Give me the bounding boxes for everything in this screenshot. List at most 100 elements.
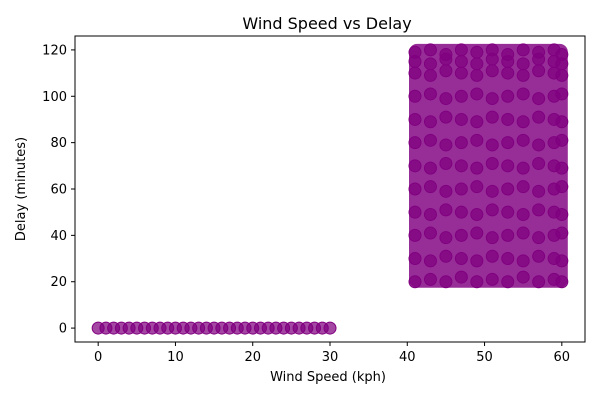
scatter-point bbox=[408, 89, 422, 103]
scatter-point bbox=[516, 208, 530, 221]
scatter-point bbox=[423, 272, 437, 286]
scatter-point bbox=[532, 138, 546, 152]
scatter-point bbox=[501, 112, 515, 126]
scatter-point bbox=[532, 157, 546, 170]
scatter-point bbox=[485, 110, 499, 124]
scatter-point bbox=[516, 226, 530, 240]
scatter-point bbox=[454, 228, 468, 242]
scatter-point bbox=[516, 57, 530, 71]
scatter-point bbox=[516, 87, 530, 101]
scatter-point bbox=[485, 231, 499, 245]
scatter-point bbox=[408, 55, 422, 68]
scatter-point bbox=[439, 157, 453, 170]
scatter-point bbox=[470, 68, 484, 82]
x-axis: 0 10 20 30 40 50 60 bbox=[94, 342, 570, 365]
scatter-point bbox=[532, 52, 546, 66]
scatter-point bbox=[439, 249, 453, 263]
plot-area bbox=[74, 35, 586, 343]
scatter-point bbox=[532, 249, 546, 263]
scatter-point bbox=[470, 208, 484, 221]
scatter-point bbox=[454, 89, 468, 103]
scatter-point bbox=[454, 159, 468, 173]
scatter-point bbox=[454, 43, 468, 57]
scatter-point bbox=[470, 226, 484, 240]
scatter-point bbox=[532, 92, 546, 106]
scatter-point bbox=[555, 115, 569, 129]
scatter-point bbox=[501, 89, 515, 103]
scatter-point bbox=[439, 203, 453, 217]
scatter-point bbox=[485, 138, 499, 152]
scatter-point bbox=[470, 275, 484, 289]
scatter-point bbox=[516, 161, 530, 175]
scatter-point bbox=[470, 133, 484, 147]
scatter-point bbox=[454, 252, 468, 266]
y-tick-label: 0 bbox=[59, 322, 67, 337]
scatter-point bbox=[532, 203, 546, 217]
scatter-point bbox=[501, 182, 515, 196]
scatter-point bbox=[532, 110, 546, 124]
scatter-point bbox=[454, 66, 468, 80]
scatter-point bbox=[501, 66, 515, 80]
y-tick-label: 20 bbox=[50, 275, 67, 290]
scatter-point bbox=[555, 161, 569, 175]
scatter-point bbox=[501, 55, 515, 68]
scatter-points bbox=[91, 43, 569, 335]
scatter-point bbox=[555, 180, 569, 194]
scatter-point bbox=[501, 205, 515, 219]
scatter-point bbox=[408, 159, 422, 173]
y-tick-label: 40 bbox=[50, 229, 67, 244]
scatter-point bbox=[501, 252, 515, 266]
chart-title: Wind Speed vs Delay bbox=[242, 14, 411, 33]
scatter-point bbox=[501, 136, 515, 150]
scatter-point bbox=[408, 112, 422, 126]
scatter-point bbox=[532, 275, 546, 289]
scatter-point bbox=[454, 270, 468, 284]
scatter-point bbox=[454, 112, 468, 126]
scatter-point bbox=[423, 161, 437, 175]
y-tick-label: 60 bbox=[50, 183, 67, 198]
scatter-point bbox=[516, 115, 530, 129]
scatter-point bbox=[439, 92, 453, 106]
y-axis: 0 20 40 60 80 100 120 bbox=[42, 43, 75, 337]
scatter-point bbox=[439, 184, 453, 198]
scatter-point bbox=[423, 133, 437, 147]
scatter-point bbox=[423, 68, 437, 82]
scatter-point bbox=[532, 231, 546, 245]
x-tick-label: 0 bbox=[94, 350, 102, 365]
x-tick-label: 60 bbox=[554, 350, 571, 365]
y-tick-label: 120 bbox=[42, 43, 67, 58]
scatter-point bbox=[501, 275, 515, 289]
scatter-point bbox=[323, 321, 337, 335]
scatter-point bbox=[423, 87, 437, 101]
scatter-point bbox=[408, 228, 422, 242]
scatter-point bbox=[485, 157, 499, 170]
scatter-point bbox=[423, 254, 437, 268]
scatter-point bbox=[470, 161, 484, 175]
scatter-point bbox=[555, 57, 569, 71]
scatter-point bbox=[555, 133, 569, 147]
scatter-point bbox=[516, 180, 530, 194]
y-tick-label: 80 bbox=[50, 136, 67, 151]
scatter-point bbox=[454, 182, 468, 196]
scatter-point bbox=[532, 64, 546, 78]
scatter-point bbox=[555, 275, 569, 289]
scatter-point bbox=[470, 45, 484, 59]
scatter-point bbox=[439, 64, 453, 78]
scatter-point bbox=[516, 68, 530, 82]
scatter-point bbox=[423, 115, 437, 129]
scatter-point bbox=[423, 226, 437, 240]
x-tick-label: 30 bbox=[322, 350, 339, 365]
scatter-point bbox=[439, 52, 453, 66]
x-tick-label: 50 bbox=[476, 350, 493, 365]
scatter-point bbox=[501, 228, 515, 242]
scatter-point bbox=[470, 180, 484, 194]
scatter-point bbox=[423, 43, 437, 57]
scatter-point bbox=[532, 184, 546, 198]
scatter-point bbox=[439, 231, 453, 245]
scatter-point bbox=[485, 249, 499, 263]
scatter-point bbox=[555, 208, 569, 221]
scatter-point bbox=[470, 57, 484, 71]
scatter-point bbox=[485, 272, 499, 286]
